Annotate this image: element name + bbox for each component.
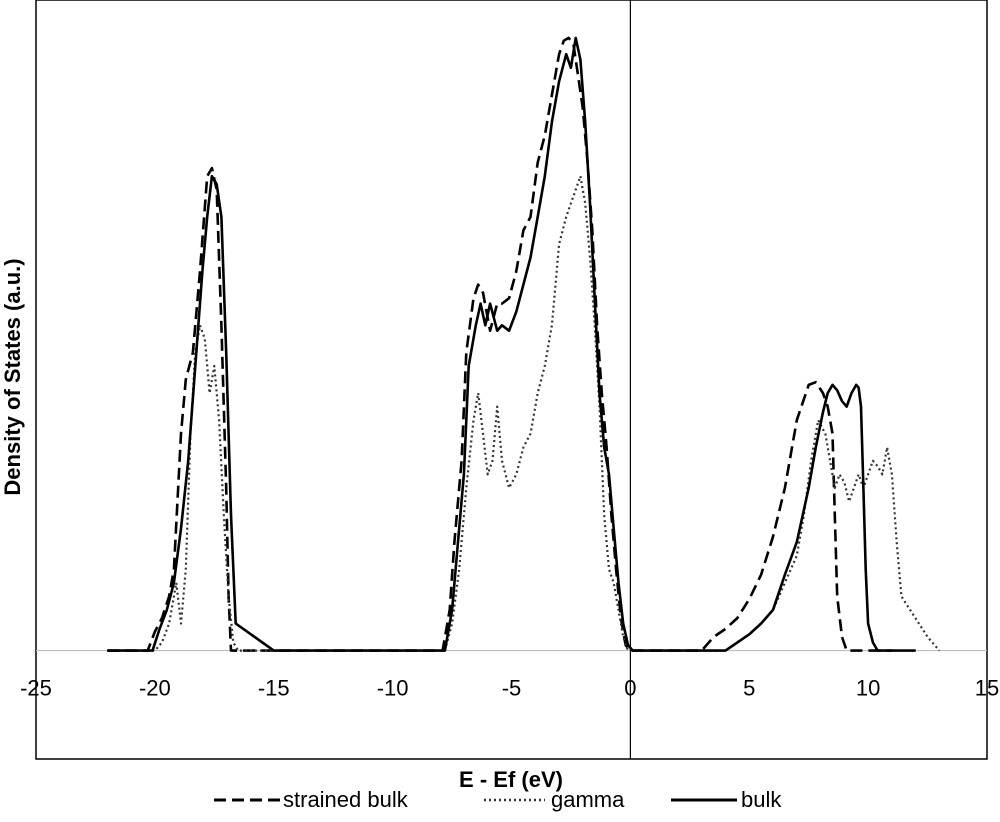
x-tick-label: -5 (502, 676, 522, 701)
x-tick-label: -25 (20, 676, 52, 701)
legend: strained bulk gamma bulk (214, 787, 782, 812)
x-tick-label: 15 (975, 676, 999, 701)
legend-label-strained-bulk: strained bulk (283, 787, 409, 812)
x-tick-label: 0 (624, 676, 636, 701)
series-line-strained-bulk (107, 36, 892, 652)
x-tick-label: 5 (743, 676, 755, 701)
series-layer (107, 36, 941, 652)
series-line-bulk (107, 36, 916, 652)
legend-label-bulk: bulk (741, 787, 782, 812)
y-axis-title: Density of States (a.u.) (0, 258, 25, 495)
x-tick-label: -20 (139, 676, 171, 701)
legend-label-gamma: gamma (551, 787, 625, 812)
series-line-gamma (107, 175, 941, 652)
x-tick-label: -10 (377, 676, 409, 701)
x-tick-labels: -25 -20 -15 -10 -5 0 5 10 15 (20, 676, 999, 701)
x-tick-label: -15 (258, 676, 290, 701)
x-tick-label: 10 (856, 676, 880, 701)
plot-frame (35, 0, 988, 760)
x-axis-title: E - Ef (eV) (459, 767, 563, 792)
